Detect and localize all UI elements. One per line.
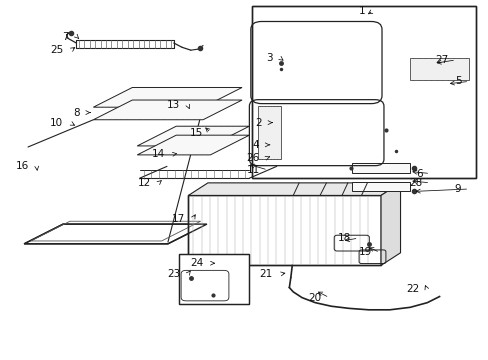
Text: 1: 1 bbox=[358, 6, 365, 16]
Bar bbox=[178, 253, 249, 304]
Text: 21: 21 bbox=[259, 269, 272, 279]
Text: 18: 18 bbox=[337, 233, 350, 243]
Polygon shape bbox=[93, 100, 242, 120]
Text: 3: 3 bbox=[265, 53, 272, 63]
Polygon shape bbox=[188, 183, 400, 195]
Text: 24: 24 bbox=[189, 258, 203, 268]
Text: 11: 11 bbox=[246, 165, 260, 175]
Text: 9: 9 bbox=[454, 184, 461, 194]
Polygon shape bbox=[93, 87, 242, 107]
Bar bbox=[178, 253, 249, 304]
Text: 8: 8 bbox=[73, 108, 80, 118]
Bar bbox=[251, 6, 475, 178]
Text: 6: 6 bbox=[415, 168, 422, 179]
Polygon shape bbox=[258, 106, 281, 159]
Polygon shape bbox=[137, 135, 249, 155]
Polygon shape bbox=[137, 126, 249, 146]
Text: 25: 25 bbox=[50, 45, 63, 55]
Text: 20: 20 bbox=[308, 293, 321, 303]
Text: 5: 5 bbox=[454, 76, 461, 86]
Polygon shape bbox=[24, 224, 206, 244]
Text: 16: 16 bbox=[16, 161, 29, 171]
Text: 4: 4 bbox=[252, 140, 259, 150]
Text: 14: 14 bbox=[152, 149, 165, 159]
Text: 13: 13 bbox=[166, 100, 180, 111]
Text: 15: 15 bbox=[189, 128, 203, 138]
Text: 27: 27 bbox=[434, 55, 447, 65]
Text: 28: 28 bbox=[408, 178, 422, 188]
Polygon shape bbox=[351, 182, 409, 192]
Text: 22: 22 bbox=[405, 284, 418, 294]
Text: 26: 26 bbox=[245, 153, 259, 163]
Polygon shape bbox=[380, 183, 400, 265]
Text: 17: 17 bbox=[171, 214, 184, 224]
Text: 2: 2 bbox=[254, 118, 261, 128]
Polygon shape bbox=[409, 58, 468, 80]
Text: 7: 7 bbox=[62, 32, 69, 41]
Text: 19: 19 bbox=[358, 247, 371, 257]
Bar bbox=[251, 6, 475, 178]
Text: 10: 10 bbox=[50, 118, 63, 128]
Polygon shape bbox=[351, 163, 409, 173]
Text: 12: 12 bbox=[137, 178, 151, 188]
Polygon shape bbox=[188, 195, 380, 265]
Text: 23: 23 bbox=[166, 269, 180, 279]
